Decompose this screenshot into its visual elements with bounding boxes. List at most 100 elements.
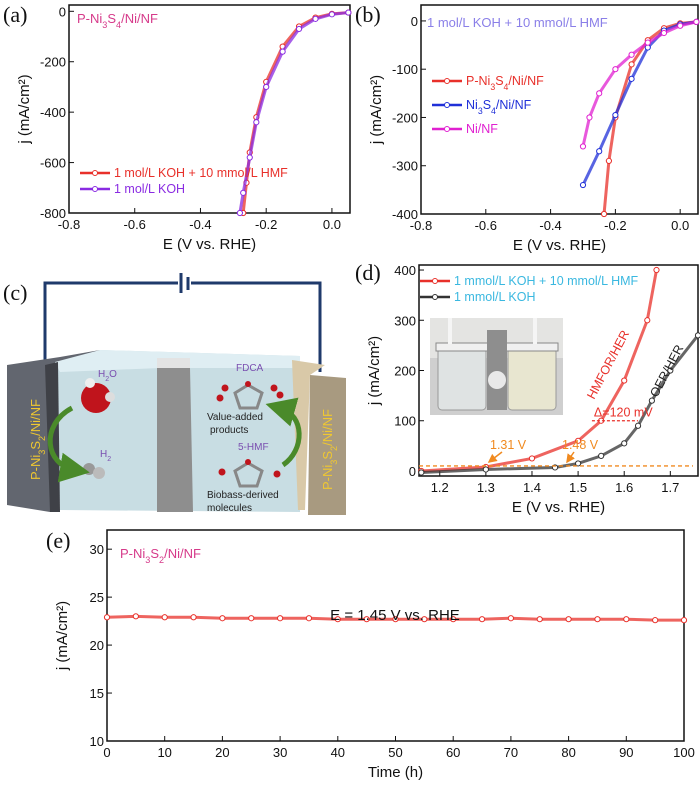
y-tick-label: 20 bbox=[90, 638, 104, 653]
data-point bbox=[574, 437, 582, 444]
external-circuit-wire bbox=[43, 273, 322, 372]
x-tick-label: 20 bbox=[215, 745, 229, 760]
x-tick-label: -0.2 bbox=[604, 218, 626, 233]
reactant-label-line1: Biobass-derived bbox=[207, 490, 279, 501]
chart-a-hydrogen-evolution: -0.8 -0.6 -0.4 -0.2 0.0 0 -200 -400 -600 -800 E (V… bbox=[16, 4, 352, 253]
data-point bbox=[677, 22, 684, 29]
y-tick-label: -300 bbox=[392, 159, 418, 174]
onset-black-arrow bbox=[566, 451, 575, 464]
data-point bbox=[586, 114, 593, 121]
x-tick-label: 1.5 bbox=[569, 480, 587, 495]
x-tick-label: 1.6 bbox=[615, 480, 633, 495]
water-molecule bbox=[81, 378, 115, 413]
anode-reaction-arrow bbox=[265, 397, 302, 468]
y-tick-label: -400 bbox=[392, 207, 418, 222]
x-tick-label: 90 bbox=[619, 745, 633, 760]
y-tick-label: 0 bbox=[409, 464, 416, 479]
data-point bbox=[536, 616, 543, 623]
hmf-label: 5-HMF bbox=[238, 442, 269, 453]
chart-d-hmfor-vs-oer: 1.2 1.3 1.4 1.5 1.6 1.7 0 100 200 300 400 E (V vs. … bbox=[366, 263, 700, 516]
potential-condition: E = 1.45 V vs. RHE bbox=[330, 607, 460, 624]
data-point bbox=[507, 615, 514, 622]
data-point bbox=[612, 66, 619, 73]
data-point bbox=[598, 452, 605, 460]
data-point bbox=[644, 317, 651, 324]
panel-label-b: (b) bbox=[355, 2, 381, 27]
data-point bbox=[328, 11, 336, 18]
anode-side bbox=[292, 360, 325, 510]
x-tick-label: -0.8 bbox=[58, 217, 80, 232]
x-tick-label: 0 bbox=[103, 745, 110, 760]
legend-marker bbox=[92, 170, 98, 176]
y-tick-label: 30 bbox=[90, 542, 104, 557]
series-line-1 bbox=[238, 11, 349, 214]
x-tick-label: 60 bbox=[446, 745, 460, 760]
data-point bbox=[596, 148, 603, 155]
x-tick-label: 100 bbox=[673, 745, 695, 760]
data-point bbox=[246, 154, 253, 161]
y-tick-label: 25 bbox=[90, 590, 104, 605]
reactant-label-line2: molecules bbox=[207, 503, 252, 514]
data-point bbox=[363, 616, 370, 623]
x-tick-label: -0.4 bbox=[189, 217, 211, 232]
chart-b-catalyst-comparison: -0.8 -0.6 -0.4 -0.2 0.0 0 -100 -200 -300 -400 E (V… bbox=[368, 4, 700, 254]
fdca-label: FDCA bbox=[236, 363, 264, 374]
data-point bbox=[628, 61, 635, 68]
data-point bbox=[579, 143, 587, 150]
data-point bbox=[579, 181, 587, 189]
hmf-molecule bbox=[218, 459, 281, 488]
series-line-1 bbox=[421, 334, 700, 474]
legend-marker bbox=[444, 78, 450, 84]
panel-label-a: (a) bbox=[3, 2, 27, 27]
oer-curve-label: OER/HER bbox=[647, 343, 686, 400]
data-point bbox=[694, 332, 700, 339]
x-tick-label: -0.2 bbox=[255, 217, 277, 232]
x-tick-label: 1.4 bbox=[523, 480, 541, 495]
data-point bbox=[161, 614, 168, 621]
series-line-2 bbox=[581, 20, 697, 147]
data-point bbox=[248, 615, 255, 622]
data-point bbox=[295, 25, 303, 33]
data-point bbox=[478, 616, 486, 623]
legend-label: 1 mol/L KOH bbox=[114, 182, 185, 196]
data-point bbox=[653, 266, 660, 274]
data-point bbox=[450, 616, 457, 623]
legend-marker bbox=[444, 102, 450, 108]
legend-marker bbox=[432, 294, 438, 300]
x-tick-label: 80 bbox=[561, 745, 575, 760]
data-point bbox=[621, 377, 628, 384]
y-axis-label: j (mA/cm²) bbox=[368, 75, 385, 145]
products-label-line2: products bbox=[210, 425, 248, 436]
x-tick-label: -0.8 bbox=[410, 218, 432, 233]
x-tick-label: 1.3 bbox=[477, 480, 495, 495]
data-point bbox=[132, 613, 139, 620]
electrolyte-annotation: 1 mol/L KOH + 10 mmol/L HMF bbox=[427, 15, 608, 30]
data-point bbox=[279, 48, 286, 55]
data-point bbox=[644, 39, 651, 46]
data-point bbox=[236, 209, 244, 217]
data-point bbox=[680, 617, 688, 624]
x-axis-label: E (V vs. RHE) bbox=[512, 499, 605, 516]
data-point bbox=[600, 210, 608, 218]
data-point bbox=[628, 75, 635, 82]
anode-label: P-Ni3S2/Ni/NF bbox=[320, 409, 339, 490]
h2-label: H2 bbox=[100, 449, 111, 463]
legend-label: 1 mmol/L KOH bbox=[454, 290, 536, 304]
y-tick-label: -200 bbox=[392, 110, 418, 125]
x-axis-label: E (V vs. RHE) bbox=[163, 236, 256, 253]
panel-label-c: (c) bbox=[3, 280, 27, 305]
y-tick-label: 0 bbox=[411, 14, 418, 29]
data-point bbox=[574, 460, 582, 467]
fdca-molecule bbox=[216, 381, 284, 410]
legend-label: 1 mmol/L KOH + 10 mmol/L HMF bbox=[454, 274, 639, 288]
y-axis-label: j (mA/cm²) bbox=[54, 601, 71, 671]
y-tick-label: -800 bbox=[40, 206, 66, 221]
x-tick-label: -0.6 bbox=[475, 218, 497, 233]
y-tick-label: 15 bbox=[90, 686, 104, 701]
y-tick-label: 100 bbox=[394, 414, 416, 429]
y-tick-label: 400 bbox=[394, 263, 416, 278]
membrane bbox=[157, 368, 193, 512]
onset-red-arrow bbox=[487, 451, 503, 463]
legend-marker bbox=[92, 186, 98, 192]
